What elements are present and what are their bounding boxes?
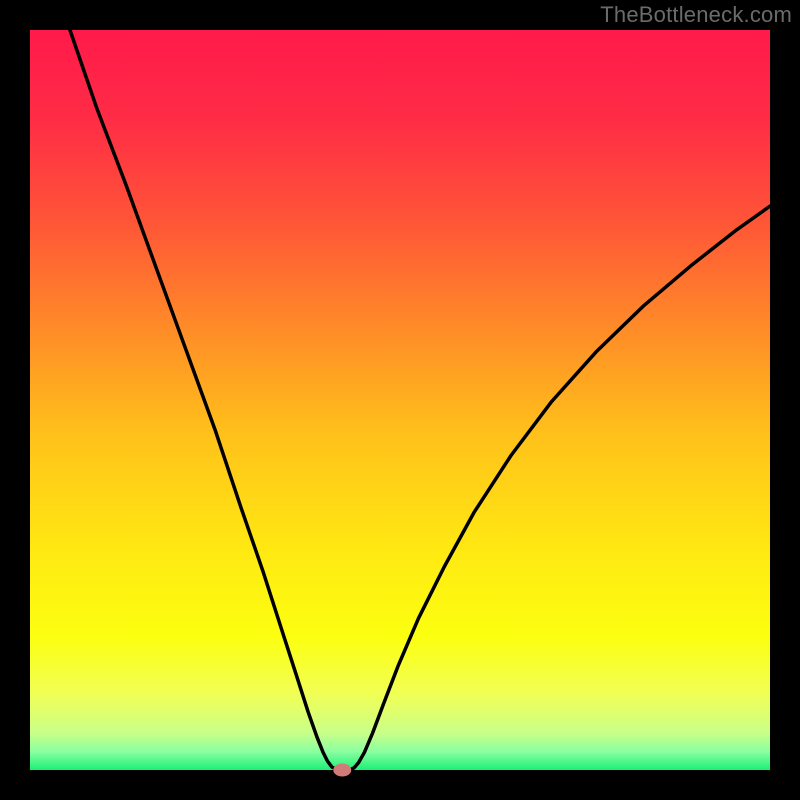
watermark-text: TheBottleneck.com bbox=[600, 2, 792, 28]
minimum-marker bbox=[333, 764, 351, 777]
bottleneck-chart bbox=[0, 0, 800, 800]
chart-container: TheBottleneck.com bbox=[0, 0, 800, 800]
